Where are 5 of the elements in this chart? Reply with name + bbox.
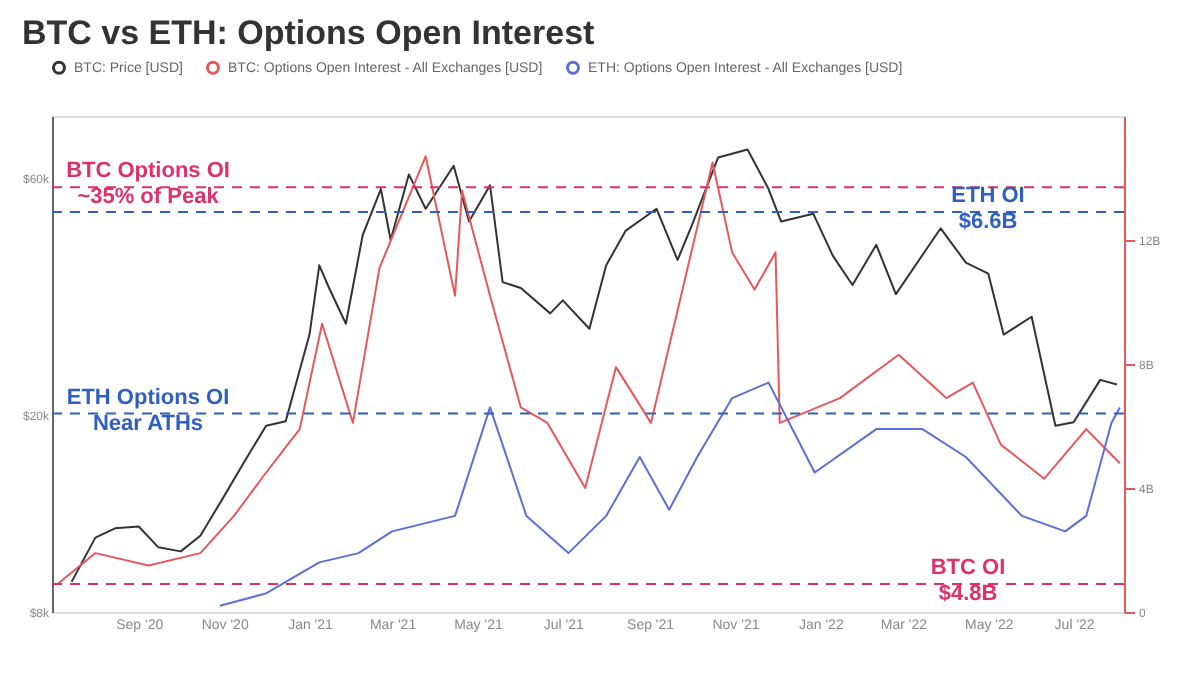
chart-title: BTC vs ETH: Options Open Interest [21, 14, 596, 52]
annotation: BTC Options OI ~35% of Peak [66, 159, 230, 210]
annotation: ETH OI $6.6B [951, 184, 1025, 235]
annotation: BTC OI $4.8B [930, 556, 1006, 607]
annotation: ETH Options OI Near ATHs [66, 385, 230, 436]
